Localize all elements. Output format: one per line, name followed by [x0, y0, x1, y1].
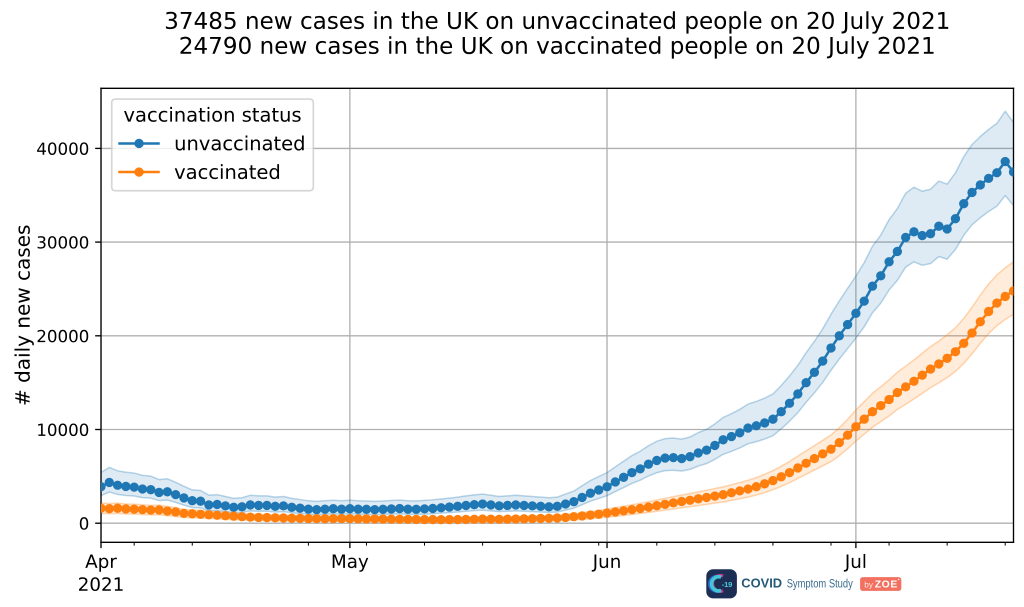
svg-text:COVID: COVID: [741, 576, 782, 591]
svg-text:ZOE: ZOE: [875, 580, 898, 591]
svg-text:by: by: [864, 580, 874, 589]
svg-text:-19: -19: [722, 580, 732, 589]
svg-text:Symptom Study: Symptom Study: [787, 577, 854, 591]
